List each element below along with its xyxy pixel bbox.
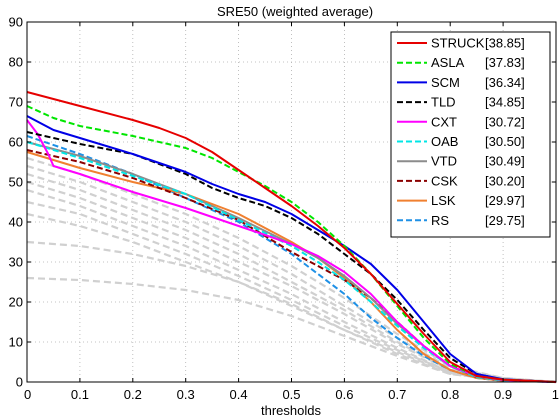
x-tick-label: 0.3 <box>177 387 195 402</box>
legend-score: [29.75] <box>485 213 525 228</box>
legend-label: CXT <box>431 114 457 129</box>
legend-score: [38.85] <box>485 36 525 51</box>
x-tick-label: 0.9 <box>494 387 512 402</box>
background-series-line <box>26 156 557 384</box>
legend-score: [36.34] <box>485 75 525 90</box>
legend-label: RS <box>431 213 449 228</box>
legend-score: [30.20] <box>485 173 525 188</box>
series-line-oab <box>26 141 557 383</box>
legend-label: VTD <box>431 154 457 169</box>
legend-score: [37.83] <box>485 55 525 70</box>
legend-score: [30.49] <box>485 154 525 169</box>
legend-label: SCM <box>431 75 460 90</box>
legend-score: [34.85] <box>485 95 525 110</box>
legend-label: STRUCK <box>431 36 485 51</box>
ticks: 0 0.1 0.2 0.3 0.4 0.5 0.6 0.7 0.8 0.9 101020304050… <box>9 15 559 403</box>
y-tick-label: 50 <box>9 175 23 190</box>
series-line-struck <box>26 91 557 383</box>
legend-score: [30.50] <box>485 134 525 149</box>
legend-label: OAB <box>431 134 458 149</box>
legend: STRUCK [38.85] ASLA [37.83] SCM [36.34] TLD [34… <box>390 31 551 238</box>
x-tick-label: 0.7 <box>388 387 406 402</box>
y-tick-label: 40 <box>9 215 23 230</box>
y-tick-label: 20 <box>9 295 23 310</box>
background-series-line <box>26 180 557 384</box>
y-tick-label: 30 <box>9 255 23 270</box>
x-tick-label: 0 <box>24 387 31 402</box>
x-tick-label: 0.6 <box>335 387 353 402</box>
legend-label: ASLA <box>431 55 465 70</box>
x-tick-label: 1 <box>552 387 559 402</box>
y-tick-label: 70 <box>9 95 23 110</box>
series-line-scm <box>26 115 557 383</box>
y-tick-label: 0 <box>16 375 23 390</box>
x-tick-label: 0.2 <box>124 387 142 402</box>
legend-label: CSK <box>431 173 458 188</box>
legend-score: [29.97] <box>485 193 525 208</box>
x-tick-label: 0.4 <box>230 387 248 402</box>
y-tick-label: 60 <box>9 135 23 150</box>
y-tick-label: 80 <box>9 55 23 70</box>
legend-label: LSK <box>431 193 456 208</box>
series-group <box>26 91 557 383</box>
x-axis-label: thresholds <box>261 403 321 418</box>
y-tick-label: 10 <box>9 335 23 350</box>
chart-title: SRE50 (weighted average) <box>217 4 373 19</box>
x-tick-label: 0.1 <box>71 387 89 402</box>
legend-score: [30.72] <box>485 114 525 129</box>
background-series-line <box>26 212 557 384</box>
legend-box <box>390 31 551 238</box>
x-tick-label: 0.8 <box>441 387 459 402</box>
legend-label: TLD <box>431 95 456 110</box>
series-line-lsk <box>26 151 557 383</box>
y-tick-label: 90 <box>9 15 23 30</box>
x-tick-label: 0.5 <box>282 387 300 402</box>
